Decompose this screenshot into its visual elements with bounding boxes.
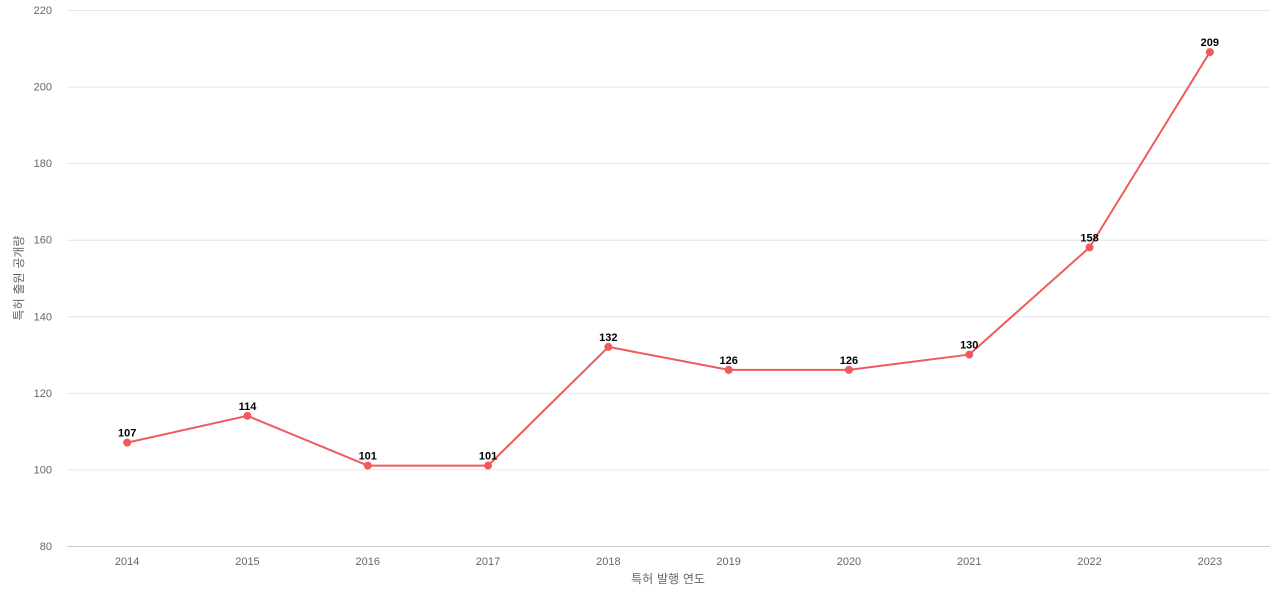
x-tick-label: 2018: [596, 556, 620, 568]
x-axis-ticks: 2014 2015 2016 2017 2018 2019 2020 2021 2022 2023: [115, 556, 1222, 568]
x-tick-label: 2016: [356, 556, 380, 568]
data-point: [1085, 243, 1094, 252]
data-labels: 107 114 101 101 132 126 126 130 158 209: [118, 37, 1219, 462]
y-tick-label: 160: [34, 235, 52, 247]
x-axis-title: 특허 발행 연도: [631, 571, 705, 586]
data-point: [604, 342, 613, 351]
data-label: 126: [719, 355, 737, 367]
y-tick-label: 180: [34, 158, 52, 170]
data-point: [1205, 48, 1214, 57]
data-label: 101: [359, 451, 377, 463]
data-label: 158: [1080, 232, 1098, 244]
x-tick-label: 2020: [837, 556, 861, 568]
y-tick-label: 100: [34, 464, 52, 476]
data-point: [123, 438, 132, 447]
x-tick-label: 2019: [716, 556, 740, 568]
x-tick-label: 2017: [476, 556, 500, 568]
data-label: 209: [1201, 37, 1219, 49]
y-tick-label: 120: [34, 388, 52, 400]
data-label: 132: [599, 332, 617, 344]
data-point: [363, 461, 372, 470]
y-tick-label: 200: [34, 82, 52, 94]
data-label: 114: [239, 401, 258, 413]
y-axis-ticks: 80 100 120 140 160 180 200 220: [34, 5, 52, 553]
data-point: [965, 350, 974, 359]
data-label: 130: [960, 340, 978, 352]
x-tick-label: 2015: [235, 556, 259, 568]
y-tick-label: 140: [34, 311, 52, 323]
grid-lines: [67, 10, 1270, 471]
data-point: [243, 411, 252, 420]
y-axis-title: 특허 출원 공개량: [12, 236, 26, 321]
series: [123, 48, 1214, 470]
data-point: [844, 365, 853, 374]
data-label: 107: [118, 428, 136, 440]
y-tick-label: 80: [40, 541, 52, 553]
x-tick-label: 2021: [957, 556, 981, 568]
x-tick-label: 2023: [1198, 556, 1222, 568]
data-label: 126: [840, 355, 858, 367]
series-line: [126, 51, 1211, 467]
x-tick-label: 2022: [1077, 556, 1101, 568]
data-point: [484, 461, 493, 470]
data-label: 101: [479, 451, 497, 463]
x-tick-label: 2014: [115, 556, 139, 568]
data-point: [724, 365, 733, 374]
y-tick-label: 220: [34, 5, 52, 17]
